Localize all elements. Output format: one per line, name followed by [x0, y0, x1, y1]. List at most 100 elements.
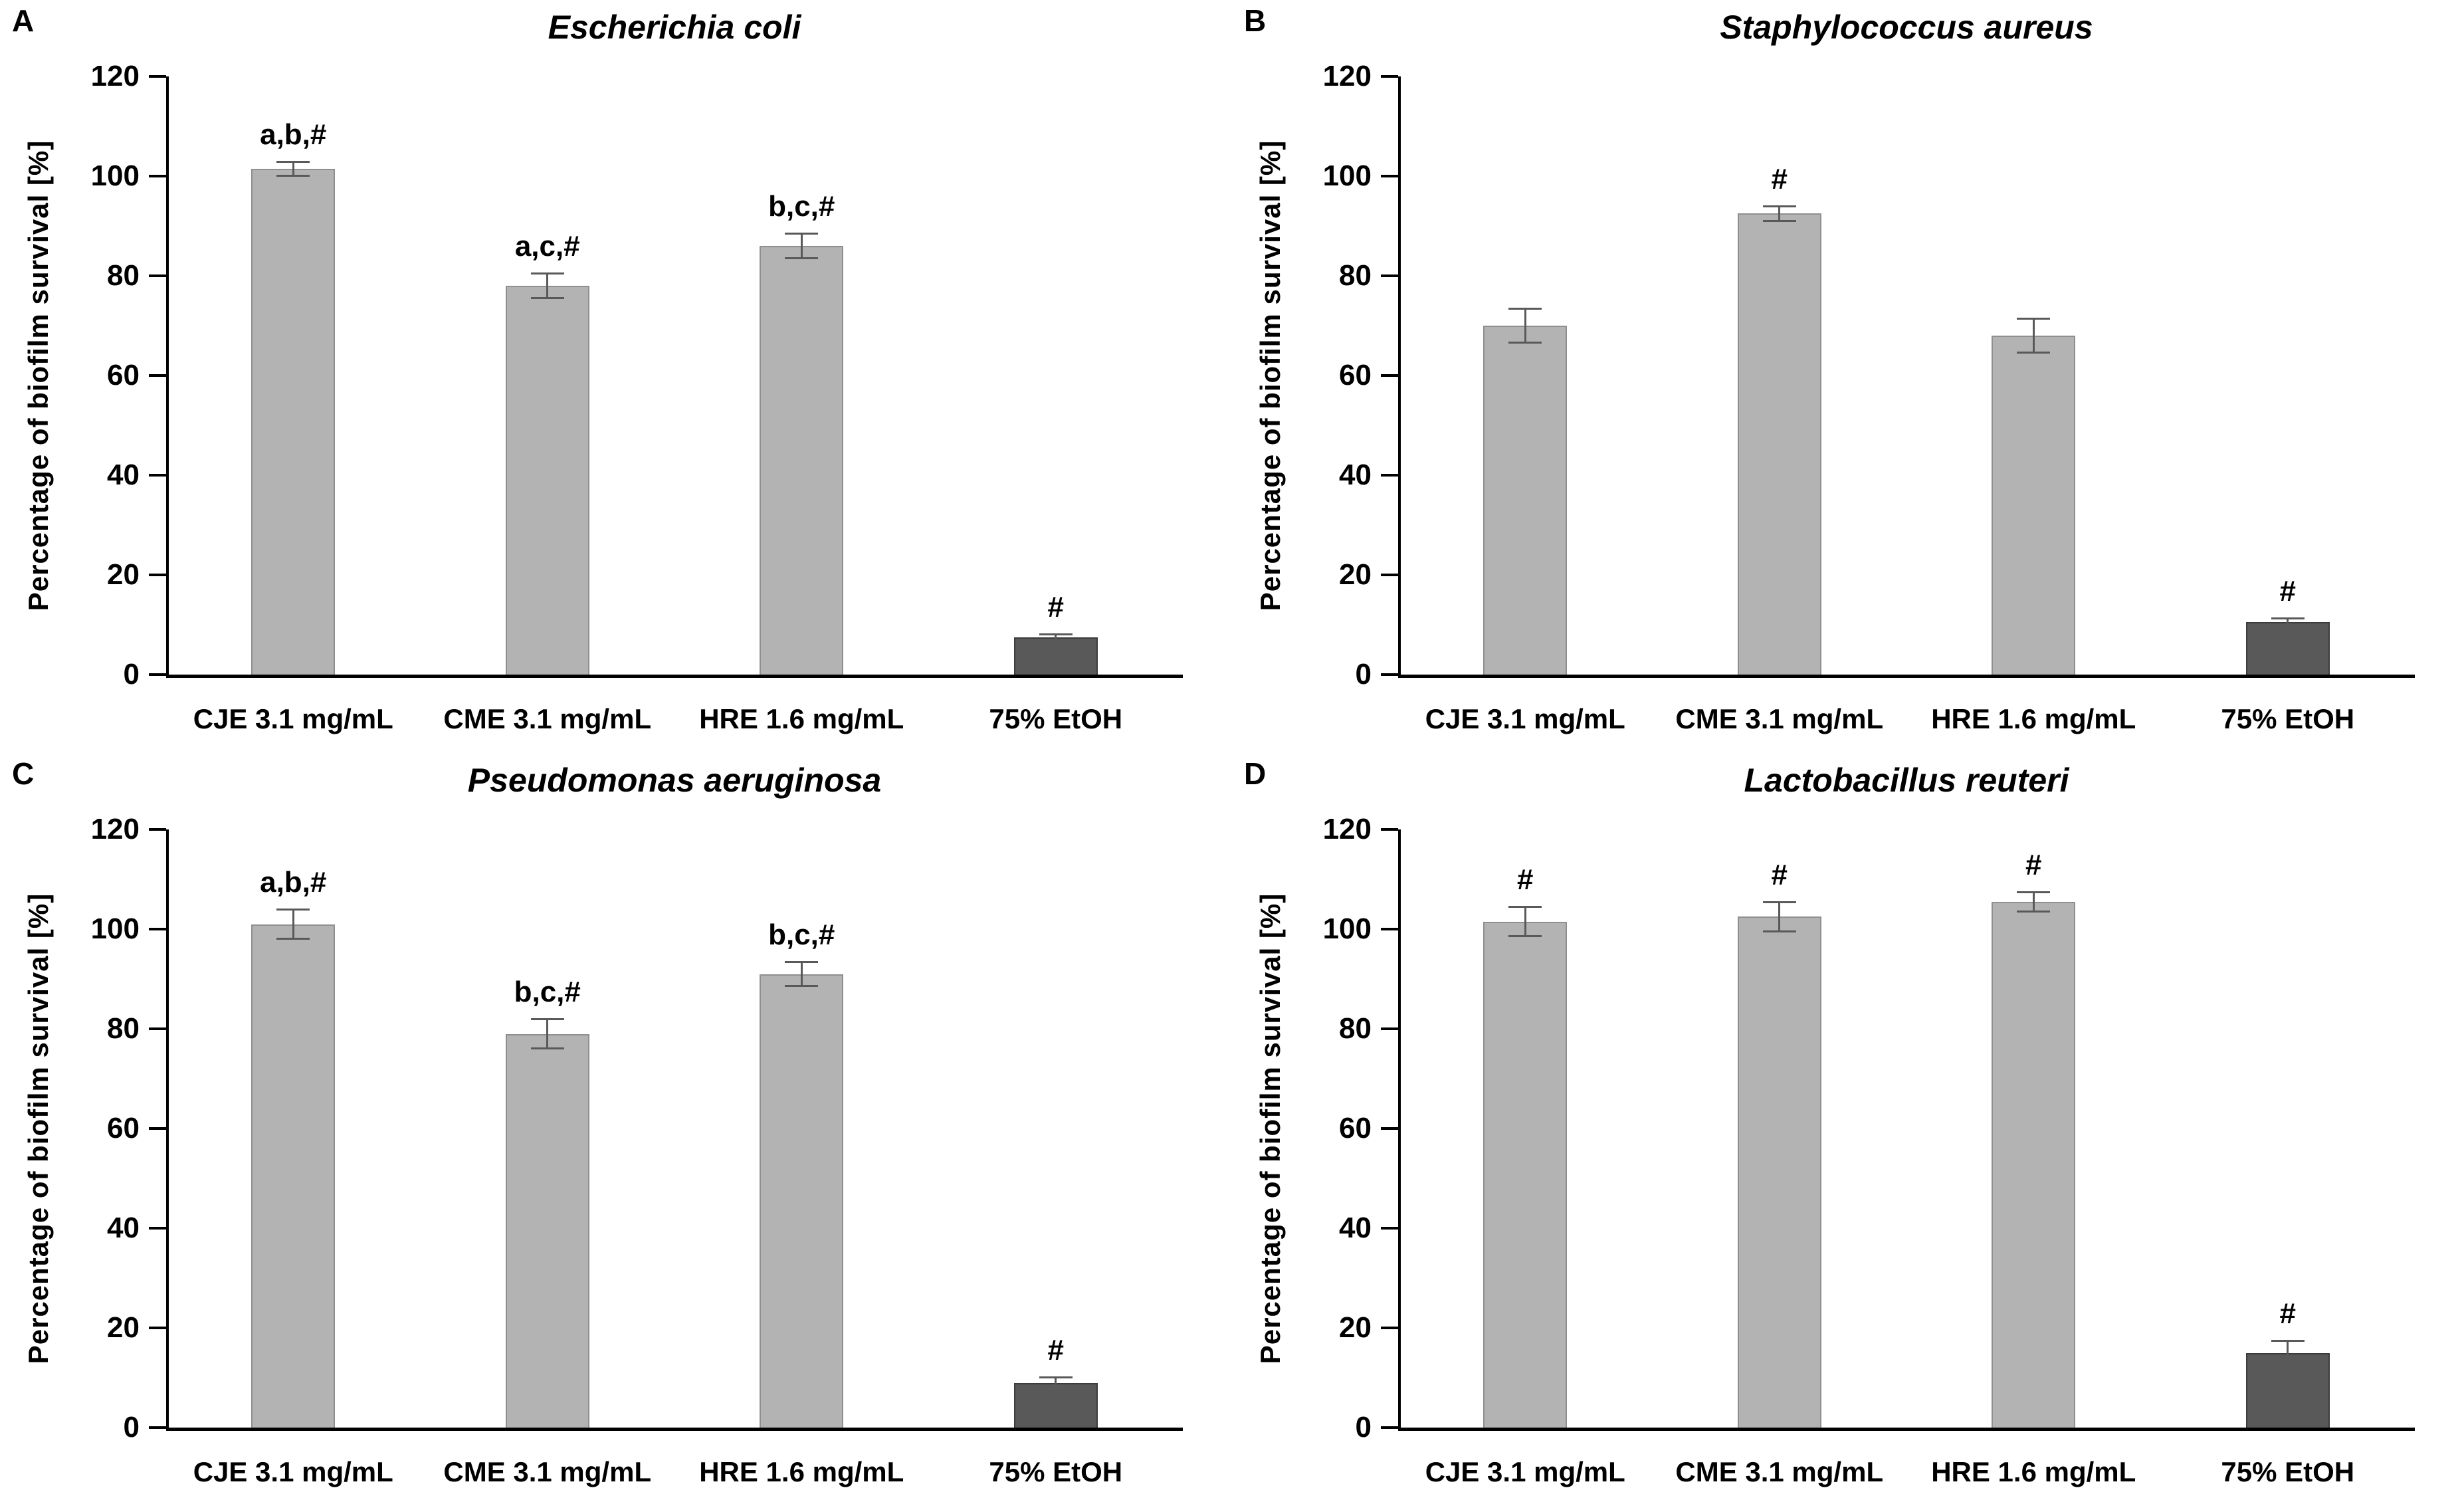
bar-hre-1-6-mg-ml [1992, 901, 2076, 1428]
y-tick-label: 60 [1339, 1112, 1372, 1144]
x-category-label: CME 3.1 mg/mL [1675, 1456, 1884, 1487]
chart-title: Staphylococcus aureus [1720, 9, 2093, 46]
bar-cje-3-1-mg-ml [251, 924, 336, 1428]
chart-title: Escherichia coli [548, 9, 801, 46]
bar-hre-1-6-mg-ml [1992, 336, 2076, 675]
y-tick-label: 40 [107, 1212, 140, 1244]
bar-cme-3-1-mg-ml [1737, 213, 1821, 675]
y-tick-label: 40 [1339, 459, 1372, 491]
error-bar-cap-top [1508, 307, 1542, 310]
y-tick-mark [149, 75, 166, 78]
x-category-label: 75% EtOH [2221, 1456, 2355, 1487]
error-bar-cap-bottom [1762, 930, 1796, 932]
x-category-label: HRE 1.6 mg/mL [1931, 703, 2136, 734]
y-tick-label: 0 [123, 1411, 140, 1444]
bar-75-etoh [2245, 622, 2330, 675]
y-axis-title: Percentage of biofilm survival [%] [23, 893, 54, 1364]
error-bar-cap-bottom [1508, 935, 1542, 938]
error-bar [800, 961, 803, 987]
y-tick-mark [149, 1127, 166, 1130]
y-tick-mark [149, 1327, 166, 1329]
error-bar [2287, 1340, 2289, 1366]
significance-annotation: a,b,# [260, 866, 327, 899]
y-tick-mark [149, 1426, 166, 1429]
panel-letter: D [1244, 756, 1267, 791]
y-tick-label: 40 [107, 459, 140, 491]
x-category-label: CJE 3.1 mg/mL [1425, 1456, 1625, 1487]
x-category-label: CME 3.1 mg/mL [443, 703, 652, 734]
error-bar-cap-top [1762, 205, 1796, 207]
error-bar-cap-top [530, 272, 564, 275]
significance-annotation: # [1771, 858, 1788, 891]
error-bar-cap-top [530, 1018, 564, 1020]
y-tick-mark [1381, 374, 1398, 377]
error-bar-cap-bottom [1508, 342, 1542, 344]
x-category-label: CME 3.1 mg/mL [443, 1456, 652, 1487]
significance-annotation: # [1517, 863, 1534, 897]
significance-annotation: # [1047, 590, 1064, 623]
x-category-label: 75% EtOH [989, 703, 1123, 734]
error-bar-cap-bottom [2271, 1364, 2305, 1366]
error-bar-cap-bottom [785, 985, 819, 988]
y-tick-mark [1381, 474, 1398, 477]
error-bar-cap-bottom [276, 175, 310, 177]
error-bar-cap-top [2271, 1339, 2305, 1342]
error-bar [546, 273, 549, 298]
error-bar-cap-top [785, 233, 819, 235]
error-bar-cap-top [2017, 891, 2051, 893]
bar-cme-3-1-mg-ml [505, 286, 589, 675]
y-tick-label: 80 [107, 1012, 140, 1045]
chart-panel-c: C Pseudomonas aeruginosa 0 20 40 60 80 100 120 Pe… [0, 753, 1232, 1506]
error-bar [1524, 308, 1526, 344]
y-axis-line [166, 76, 169, 678]
y-tick-mark [149, 175, 166, 177]
error-bar-cap-bottom [530, 1047, 564, 1049]
error-bar [546, 1019, 549, 1049]
significance-annotation: b,c,# [768, 190, 835, 223]
bar-cje-3-1-mg-ml [1483, 921, 1568, 1428]
y-tick-mark [1381, 828, 1398, 831]
y-tick-mark [1381, 75, 1398, 78]
y-tick-label: 20 [107, 1311, 140, 1344]
error-bar [1055, 1376, 1057, 1389]
error-bar-cap-bottom [785, 257, 819, 259]
y-tick-label: 80 [107, 259, 140, 292]
significance-annotation: # [1771, 163, 1788, 195]
y-axis-title: Percentage of biofilm survival [%] [23, 140, 54, 611]
significance-annotation: a,b,# [260, 118, 327, 151]
error-bar [1524, 907, 1526, 937]
error-bar [292, 909, 294, 939]
error-bar-cap-bottom [2271, 625, 2305, 627]
chart-title: Lactobacillus reuteri [1744, 762, 2069, 799]
y-tick-mark [1381, 673, 1398, 676]
y-tick-mark [149, 474, 166, 477]
y-tick-label: 80 [1339, 1012, 1372, 1045]
y-tick-label: 100 [90, 913, 140, 945]
x-category-label: HRE 1.6 mg/mL [699, 703, 904, 734]
x-category-label: 75% EtOH [989, 1456, 1123, 1487]
bar-75-etoh [1013, 637, 1098, 675]
error-bar-cap-bottom [1039, 1387, 1073, 1390]
y-tick-mark [1381, 175, 1398, 177]
panel-letter: A [12, 3, 35, 38]
significance-annotation: # [2025, 848, 2042, 881]
significance-annotation: # [1047, 1333, 1064, 1366]
significance-annotation: # [2279, 1297, 2296, 1330]
chart-panel-d: D Lactobacillus reuteri 0 20 40 60 80 100 120 Per… [1232, 753, 2464, 1506]
y-tick-label: 100 [1322, 160, 1372, 192]
y-tick-mark [1381, 1426, 1398, 1429]
x-axis-line [1398, 675, 2415, 678]
y-tick-mark [1381, 1327, 1398, 1329]
y-tick-mark [149, 274, 166, 277]
bar-hre-1-6-mg-ml [760, 974, 844, 1428]
error-bar-cap-top [276, 909, 310, 911]
panel-letter: B [1244, 3, 1267, 38]
significance-annotation: # [2279, 575, 2296, 608]
y-tick-label: 60 [107, 1112, 140, 1144]
error-bar [1778, 206, 1781, 221]
error-bar [1778, 901, 1781, 932]
y-axis-line [166, 829, 169, 1431]
error-bar-cap-bottom [1039, 639, 1073, 641]
bar-hre-1-6-mg-ml [760, 246, 844, 675]
